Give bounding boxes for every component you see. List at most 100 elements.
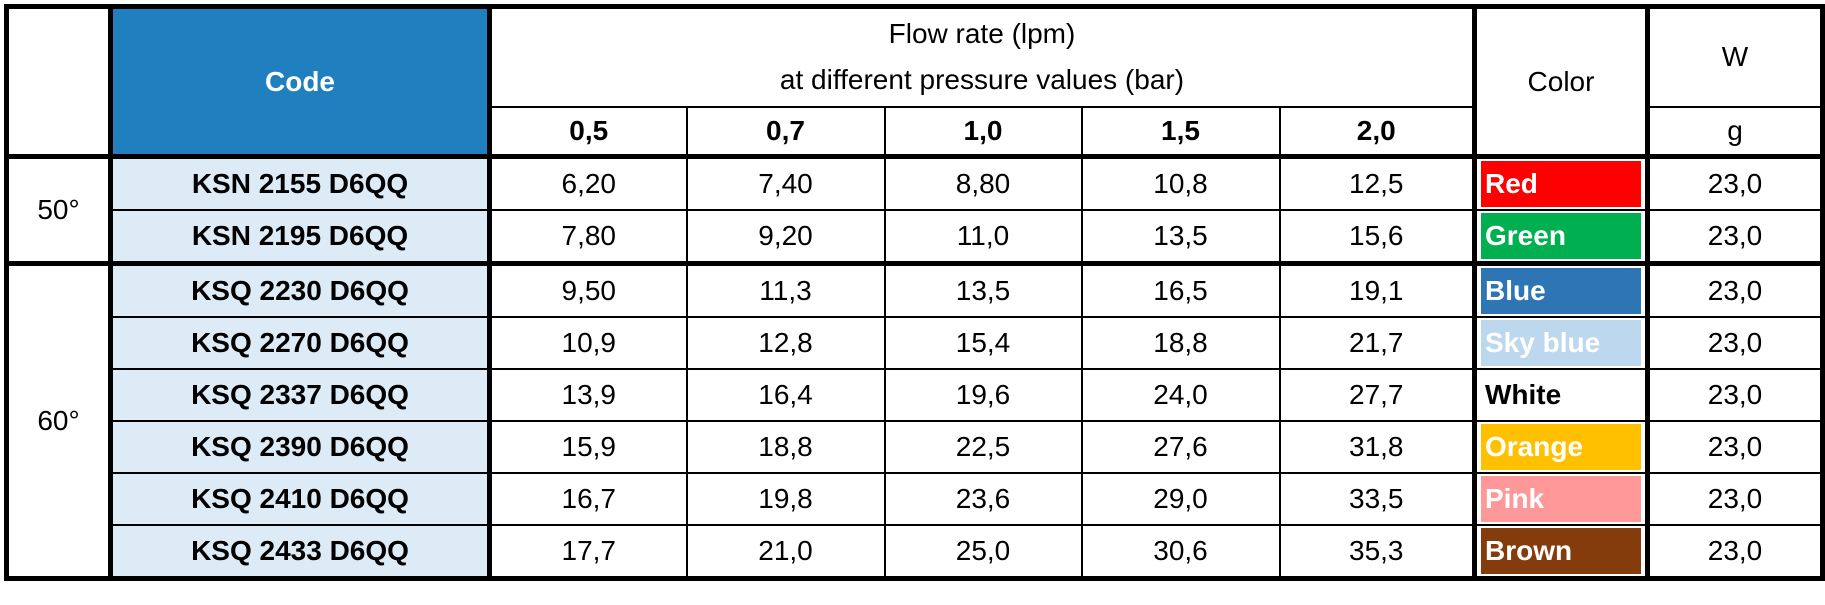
flow-cell: 12,5: [1278, 155, 1477, 211]
flow-cell: 15,9: [488, 420, 688, 474]
weight-cell: 23,0: [1646, 262, 1825, 318]
code-cell-text: KSN 2195 D6QQ: [191, 220, 409, 251]
flow-cell: 16,7: [488, 472, 688, 526]
flow-cell-text: 13,5: [955, 275, 1011, 306]
flow-cell: 19,1: [1278, 262, 1477, 318]
flow-cell-text: 19,1: [1349, 275, 1404, 306]
code-cell-text: KSQ 2410 D6QQ: [191, 483, 409, 514]
color-cell: Orange: [1473, 420, 1650, 474]
pressure-header-text: 0,5: [569, 114, 609, 146]
flow-cell: 8,80: [883, 155, 1083, 211]
flow-cell-text: 19,8: [758, 483, 813, 514]
weight-cell-text: 23,0: [1707, 275, 1763, 306]
code-cell: KSQ 2433 D6QQ: [109, 524, 492, 581]
code-cell: KSQ 2410 D6QQ: [109, 472, 492, 526]
code-cell-text: KSQ 2270 D6QQ: [191, 327, 409, 358]
color-cell: Brown: [1473, 524, 1650, 581]
table-row: KSQ 2433 D6QQ 17,7 21,0 25,0 30,6 35,3 Brown 23…: [7, 524, 1825, 581]
color-swatch: Pink: [1481, 476, 1641, 522]
flow-cell-text: 25,0: [955, 535, 1011, 566]
flow-cell: 10,9: [488, 316, 688, 370]
spec-table: Code Flow rate (lpm) at different pressure…: [4, 4, 1825, 581]
flow-cell: 29,0: [1080, 472, 1281, 526]
color-name: Red: [1485, 168, 1538, 199]
flow-cell-text: 21,0: [758, 535, 813, 566]
flow-cell-text: 12,5: [1349, 168, 1404, 199]
flow-cell-text: 18,8: [1153, 327, 1208, 358]
flow-cell-text: 27,6: [1153, 431, 1208, 462]
weight-cell-text: 23,0: [1707, 431, 1763, 462]
flow-cell: 9,20: [685, 209, 886, 266]
color-cell: Pink: [1473, 472, 1650, 526]
weight-cell-text: 23,0: [1707, 379, 1763, 410]
flow-cell-text: 23,6: [955, 483, 1011, 514]
flow-header-text: at different pressure values (bar): [779, 64, 1185, 96]
code-cell-text: KSN 2155 D6QQ: [191, 168, 409, 199]
flow-cell-text: 17,7: [561, 535, 617, 566]
weight-cell: 23,0: [1646, 524, 1825, 581]
code-cell-text: KSQ 2230 D6QQ: [191, 275, 409, 306]
flow-cell-text: 35,3: [1349, 535, 1404, 566]
flow-cell-text: 15,9: [561, 431, 617, 462]
weight-cell: 23,0: [1646, 316, 1825, 370]
angle-cell: 50°: [4, 155, 113, 266]
table-row: KSN 2195 D6QQ 7,80 9,20 11,0 13,5 15,6 Green 23…: [7, 209, 1825, 266]
weight-cell-text: 23,0: [1707, 535, 1763, 566]
flow-cell: 16,4: [685, 368, 886, 422]
flow-cell-text: 13,9: [561, 379, 617, 410]
flow-cell: 13,9: [488, 368, 688, 422]
flow-cell-text: 24,0: [1153, 379, 1208, 410]
flow-cell: 27,7: [1278, 368, 1477, 422]
table-row: KSQ 2270 D6QQ 10,9 12,8 15,4 18,8 21,7 Sky blu…: [7, 316, 1825, 370]
flow-cell-text: 9,50: [561, 275, 617, 306]
flow-cell-text: 11,0: [956, 220, 1010, 251]
flow-cell: 7,40: [685, 155, 886, 211]
table-row: 0,5 0,7 1,0 1,5 2,0 g: [7, 105, 1825, 159]
code-cell: KSN 2155 D6QQ: [109, 155, 492, 211]
flow-cell-text: 31,8: [1349, 431, 1404, 462]
flow-cell: 12,8: [685, 316, 886, 370]
pressure-header-text: 1,0: [963, 114, 1003, 146]
color-cell: Green: [1473, 209, 1650, 266]
pressure-header: 0,5: [488, 105, 688, 159]
flow-cell: 27,6: [1080, 420, 1281, 474]
flow-cell-text: 16,7: [561, 483, 617, 514]
weight-cell: 23,0: [1646, 209, 1825, 266]
color-cell: White: [1473, 368, 1650, 422]
flow-cell: 15,6: [1278, 209, 1477, 266]
flow-cell-text: 16,4: [758, 379, 813, 410]
flow-cell: 18,8: [685, 420, 886, 474]
pressure-header-text: 2,0: [1356, 114, 1396, 146]
weight-cell-text: 23,0: [1707, 220, 1763, 251]
flow-cell: 22,5: [883, 420, 1083, 474]
color-swatch: Blue: [1481, 268, 1641, 314]
code-cell-text: KSQ 2337 D6QQ: [191, 379, 409, 410]
flow-cell-text: 10,8: [1153, 168, 1208, 199]
flow-cell-text: 15,4: [955, 327, 1011, 358]
angle-cell-text: 60°: [37, 405, 80, 436]
code-header-text: Code: [265, 65, 335, 97]
table-row: Code Flow rate (lpm) at different pressure…: [4, 4, 1825, 159]
color-swatch: Red: [1481, 161, 1641, 207]
table-row: KSQ 2337 D6QQ 13,9 16,4 19,6 24,0 27,7 White 23…: [7, 368, 1825, 422]
flow-cell: 17,7: [488, 524, 688, 581]
code-cell: KSQ 2337 D6QQ: [109, 368, 492, 422]
code-cell: KSQ 2270 D6QQ: [109, 316, 492, 370]
flow-cell-text: 27,7: [1349, 379, 1404, 410]
flow-cell: 19,8: [685, 472, 886, 526]
flow-cell-text: 16,5: [1153, 275, 1208, 306]
color-name: Pink: [1485, 483, 1545, 514]
code-header: Code: [109, 4, 492, 159]
code-cell-text: KSQ 2390 D6QQ: [191, 431, 409, 462]
color-name: Sky blue: [1485, 327, 1601, 358]
flow-cell: 15,4: [883, 316, 1083, 370]
table-row: KSQ 2410 D6QQ 16,7 19,8 23,6 29,0 33,5 Pink 23,…: [7, 472, 1825, 526]
flow-cell: 33,5: [1278, 472, 1477, 526]
color-name: Orange: [1485, 431, 1584, 462]
code-cell-text: KSQ 2433 D6QQ: [191, 535, 409, 566]
flow-cell: 19,6: [883, 368, 1083, 422]
weight-cell-text: 23,0: [1707, 483, 1763, 514]
angle-cell: 60°: [4, 262, 113, 581]
flow-cell: 23,6: [883, 472, 1083, 526]
pressure-header: 1,5: [1080, 105, 1281, 159]
